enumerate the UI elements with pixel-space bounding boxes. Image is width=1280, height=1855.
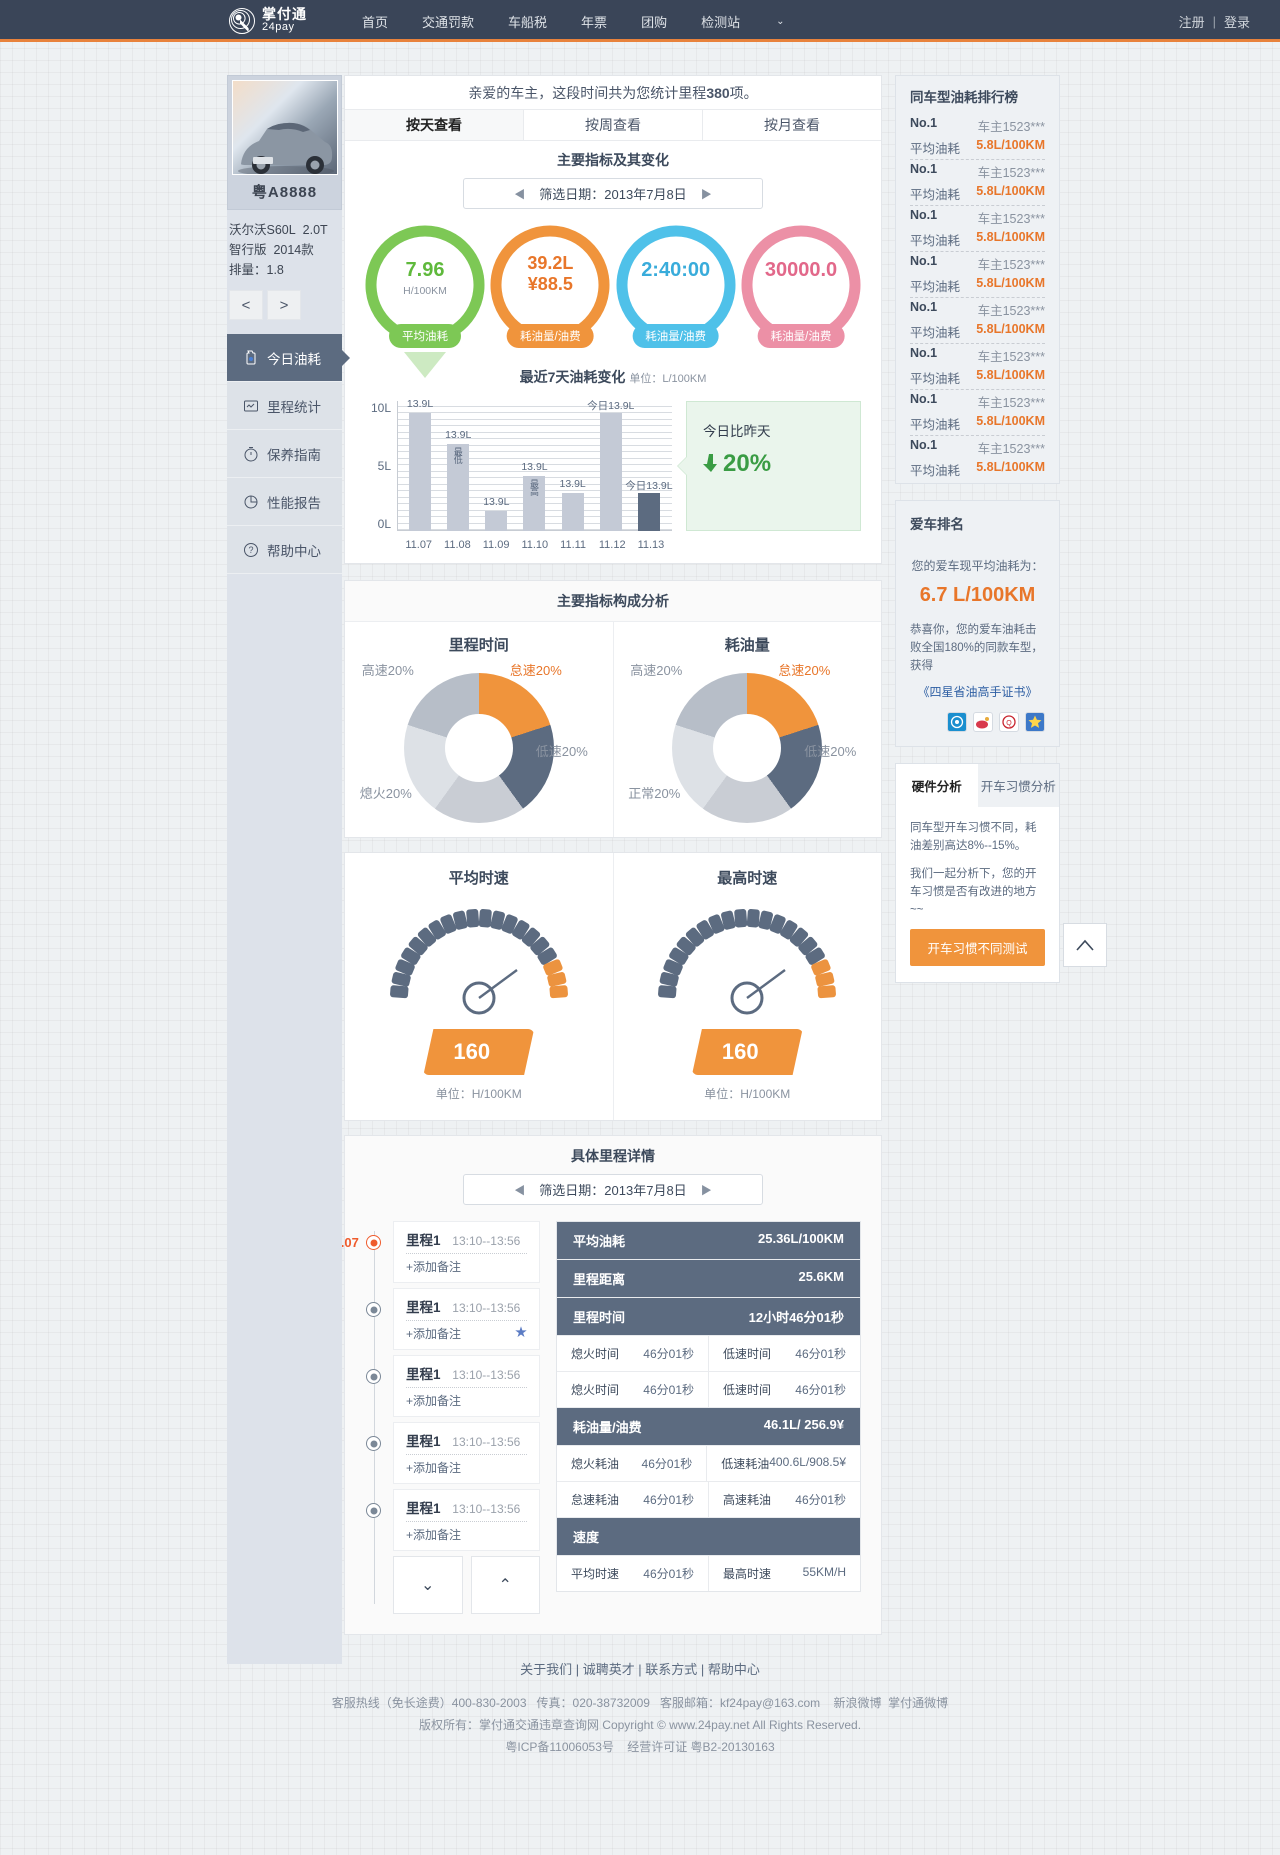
svg-text:?: ?	[248, 545, 253, 555]
svg-text:Q: Q	[1006, 720, 1012, 727]
